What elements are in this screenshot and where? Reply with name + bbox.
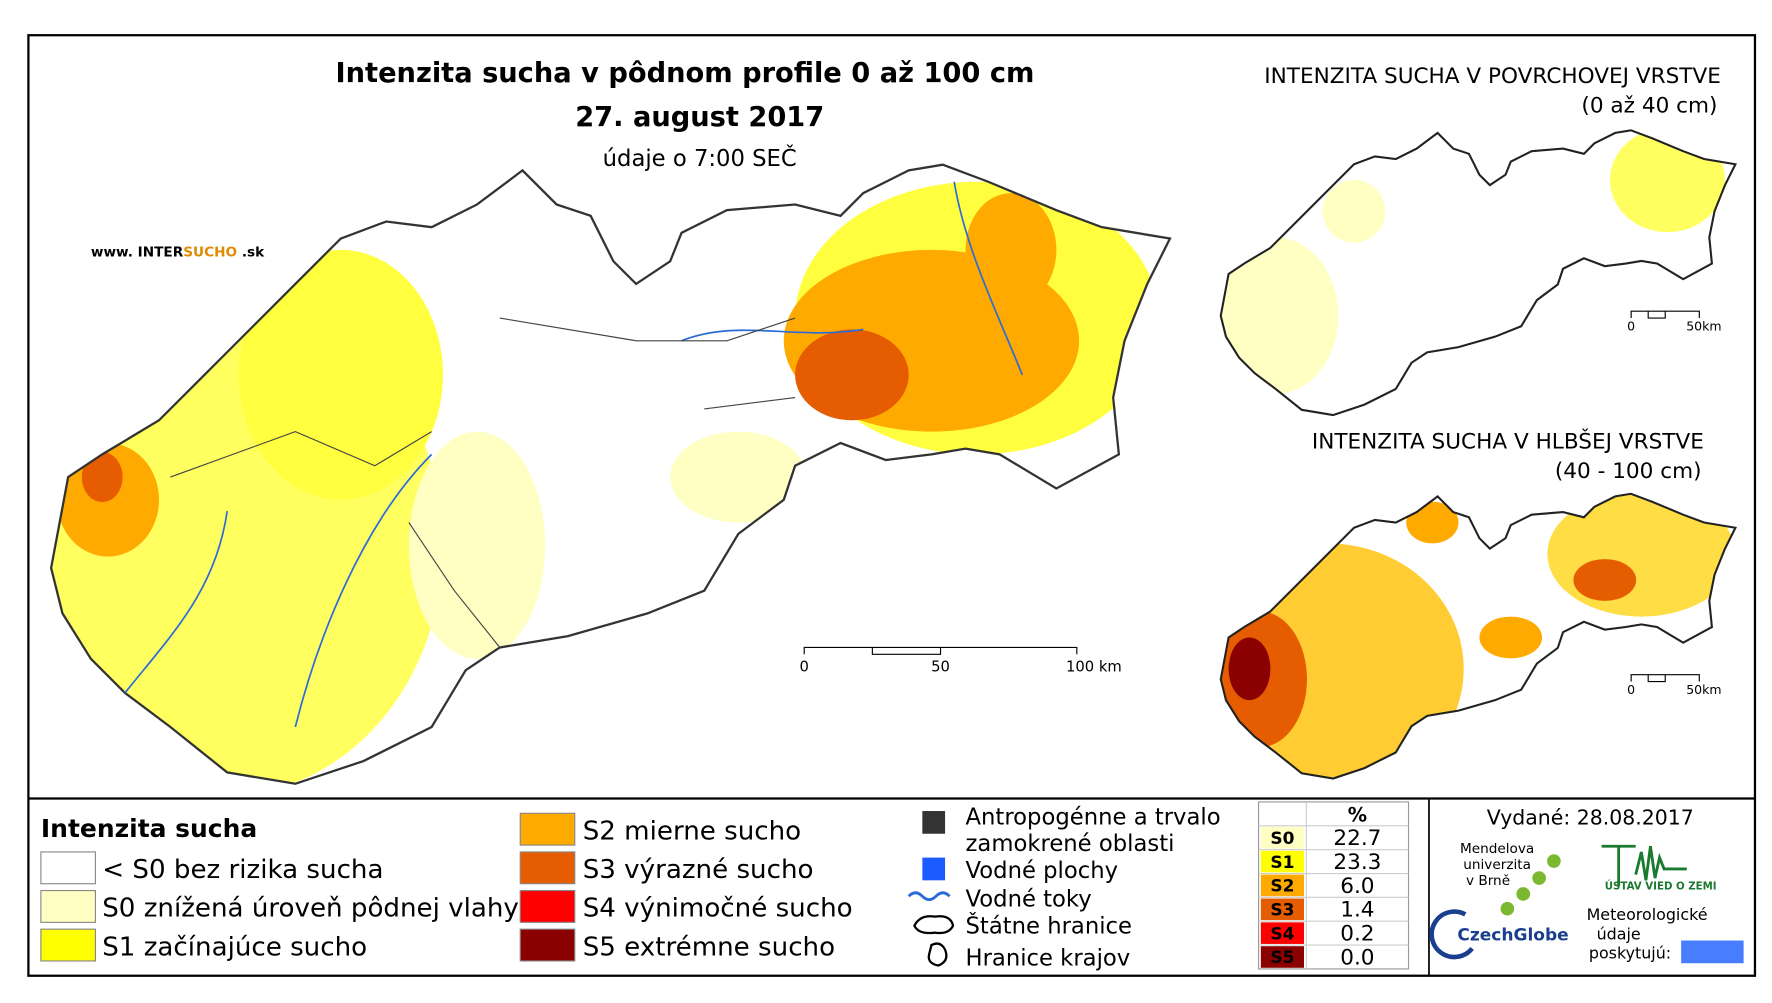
icon-river	[907, 891, 951, 902]
icon-urban	[922, 811, 946, 834]
legend-label: S3 výrazné sucho	[583, 855, 814, 885]
legend-label: zamokrené oblasti	[966, 831, 1175, 857]
legend-label: S1 začínajúce sucho	[102, 932, 367, 962]
table-header: %	[1348, 803, 1367, 826]
legend-label: S5 extrémne sucho	[583, 932, 835, 962]
legend-label: S4 výnimočné sucho	[583, 894, 853, 924]
scale-label: 50km	[1686, 682, 1721, 697]
icon-border	[913, 915, 955, 935]
legend-swatch	[519, 889, 576, 923]
scale-label: 100 km	[1066, 658, 1122, 675]
logo-dots	[1500, 854, 1561, 916]
table-code: S2	[1270, 877, 1294, 897]
logo-text: v Brně	[1466, 873, 1510, 889]
table-value: 23.3	[1333, 850, 1381, 875]
logo-text: Mendelova	[1460, 841, 1534, 857]
website-part: www. INTER	[91, 245, 184, 261]
scale-label: 0	[1627, 319, 1635, 334]
legend-label: Vodné toky	[966, 886, 1092, 912]
stats-table: % S0 22.7 S1 23.3 S2 6.0 S3 1.4 S4 0.2 S5 0.0	[1258, 801, 1410, 970]
legend-swatch	[40, 889, 96, 923]
legend-swatch	[519, 812, 576, 846]
logo-text: údaje	[1597, 924, 1641, 943]
table-value: 0.0	[1340, 945, 1374, 970]
table-code: S4	[1270, 924, 1294, 944]
website-part: SUCHO	[183, 245, 237, 261]
logo-text: CzechGlobe	[1457, 926, 1568, 946]
table-value: 22.7	[1333, 826, 1381, 851]
scale-label: 0	[1627, 682, 1635, 697]
table-code: S1	[1270, 853, 1294, 873]
table-code-cell	[1260, 946, 1305, 968]
map-title: Intenzita sucha v pôdnom profile 0 až 10…	[336, 58, 1035, 89]
scale-label: 50	[931, 658, 950, 675]
table-code-cell	[1260, 850, 1305, 873]
inset-title: INTENZITA SUCHA V HLBŠEJ VRSTVE	[1312, 429, 1704, 455]
logo-text: Meteorologické	[1587, 905, 1708, 924]
website: www. INTERSUCHO .sk	[91, 245, 265, 261]
map-date: 27. august 2017	[575, 102, 824, 133]
scale-label: 50km	[1686, 319, 1721, 334]
inset-map-bottom	[1219, 492, 1737, 780]
legend-swatch	[40, 851, 96, 885]
legend-swatch	[519, 851, 576, 885]
inset-subtitle: (40 - 100 cm)	[1555, 459, 1702, 484]
logo-text: univerzita	[1463, 857, 1531, 873]
table-value: 1.4	[1340, 898, 1374, 923]
legend-swatch	[519, 928, 576, 962]
table-code-cell	[1260, 874, 1305, 897]
inset-subtitle: (0 až 40 cm)	[1581, 93, 1717, 118]
website-part: .sk	[237, 245, 265, 261]
main-map	[49, 163, 1172, 785]
logo-text: poskytujú:	[1589, 944, 1671, 963]
table-code: S0	[1270, 829, 1294, 849]
legend: < S0 bez rizika sucha S0 znížená úroveň p…	[40, 812, 853, 962]
scale-label: 0	[800, 658, 809, 675]
legend-label: Štátne hranice	[966, 912, 1132, 940]
table-value: 6.0	[1340, 874, 1374, 899]
logo-shmu	[1681, 940, 1744, 964]
table-value: 0.2	[1340, 922, 1374, 947]
logo-arc	[1429, 909, 1474, 960]
scale-bar	[1630, 674, 1700, 683]
scale-bar	[1630, 310, 1700, 319]
logo-ustav	[1601, 844, 1687, 887]
legend-swatch	[40, 928, 96, 962]
icon-region	[927, 942, 948, 967]
table-code: S3	[1270, 901, 1294, 921]
legend-label: Hranice krajov	[966, 946, 1131, 972]
legend-title: Intenzita sucha	[41, 814, 257, 843]
icon-water	[922, 857, 946, 881]
logo-text: ÚSTAV VIED O ZEMI	[1605, 879, 1717, 892]
legend-label: Vodné plochy	[966, 858, 1119, 884]
legend-label: Antropogénne a trvalo	[966, 805, 1221, 831]
table-code-cell	[1260, 898, 1305, 921]
issued: Vydané: 28.08.2017	[1487, 806, 1694, 830]
table-code: S5	[1270, 948, 1294, 968]
inset-title: INTENZITA SUCHA V POVRCHOVEJ VRSTVE	[1264, 64, 1721, 89]
legend-label: S0 znížená úroveň pôdnej vlahy	[102, 894, 519, 924]
table-code-cell	[1260, 922, 1305, 944]
legend-label: < S0 bez rizika sucha	[102, 855, 383, 885]
time-note: údaje o 7:00 SEČ	[603, 144, 797, 172]
scale-bar	[803, 646, 1078, 655]
table-code-cell	[1260, 826, 1305, 849]
legend-label: S2 mierne sucho	[583, 816, 801, 846]
